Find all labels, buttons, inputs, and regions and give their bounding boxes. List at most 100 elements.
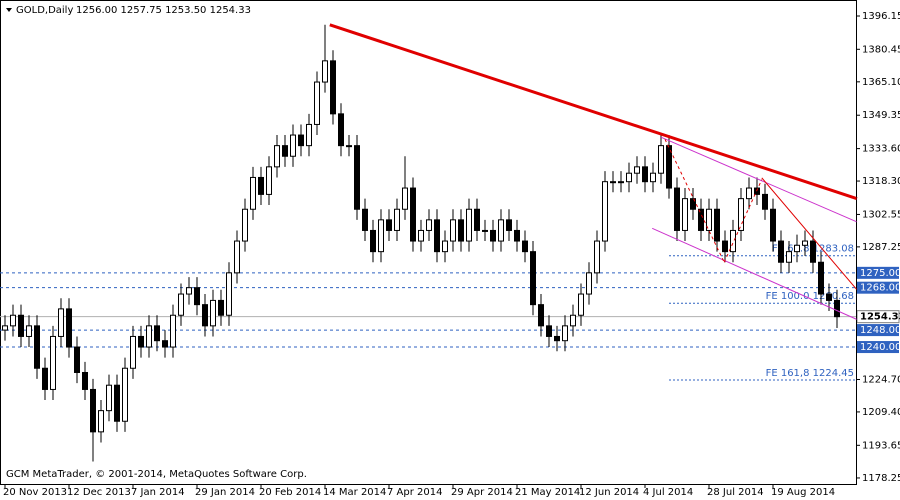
candle-body (466, 208, 472, 242)
candle-body (34, 325, 40, 369)
candle-body (642, 166, 648, 183)
candle-body (762, 193, 768, 210)
candle-body (658, 145, 664, 174)
trendline (329, 23, 858, 201)
candle-body (554, 335, 560, 342)
candle-body (186, 287, 192, 295)
candle-body (418, 229, 424, 242)
candle-body (42, 367, 48, 390)
candle-body (698, 208, 704, 231)
candle-body (330, 60, 336, 115)
candle-body (458, 219, 464, 242)
candle-body (546, 325, 552, 337)
y-tick-label: 1193.65 (862, 440, 900, 451)
candle-body (274, 145, 280, 168)
candle-body (818, 261, 824, 295)
candle-body (50, 335, 56, 390)
y-tick-label: 1333.60 (862, 144, 900, 155)
candle-body (234, 240, 240, 274)
level-label: 1275.00 (860, 268, 900, 279)
candle-body (58, 308, 64, 337)
x-tick-label: 19 Aug 2014 (771, 487, 835, 498)
candle-body (394, 208, 400, 231)
candle-body (10, 314, 16, 327)
y-tick-label: 1349.35 (862, 110, 900, 121)
candle-body (674, 187, 680, 231)
chart-title: GOLD,Daily (16, 5, 73, 16)
y-tick-label: 1380.45 (862, 44, 900, 55)
fibo-label: FE 161,8 1224.45 (766, 368, 854, 379)
y-tick-label: 1365.10 (862, 77, 900, 88)
x-tick-label: 20 Feb 2014 (259, 487, 321, 498)
candle-body (74, 346, 80, 373)
footer: GCM MetaTrader, © 2001-2014, MetaQuotes … (6, 469, 307, 480)
x-tick-label: 20 Nov 2013 (3, 487, 67, 498)
x-tick-label: 29 Jan 2014 (195, 487, 255, 498)
trendline (664, 139, 725, 263)
level-box (857, 266, 899, 279)
candle-body (738, 198, 744, 231)
candle-body (610, 181, 616, 184)
candle-body (162, 340, 168, 348)
candle-body (530, 251, 536, 306)
y-tick-label: 1209.40 (862, 407, 900, 418)
candle-body (26, 325, 32, 337)
candle-body (634, 166, 640, 174)
candle-body (474, 208, 480, 231)
x-tick-label: 28 Jul 2014 (707, 487, 764, 498)
level-label: 1248.00 (860, 325, 900, 336)
candle-body (682, 198, 688, 231)
x-tick-label: 14 Mar 2014 (323, 487, 386, 498)
candle-body (354, 145, 360, 210)
candle-body (586, 272, 592, 295)
candle-body (450, 219, 456, 242)
candle-body (346, 145, 352, 148)
candle-body (618, 181, 624, 184)
candle-body (506, 219, 512, 231)
candle-body (690, 198, 696, 210)
candle-body (266, 166, 272, 195)
level-label: 1268.00 (860, 283, 900, 294)
candle-body (746, 187, 752, 200)
candle-body (650, 172, 656, 183)
x-tick-label: 12 Jun 2014 (579, 487, 639, 498)
candle-body (402, 187, 408, 210)
fibo-label: FE 100.0 1260.68 (766, 291, 854, 302)
candle-body (386, 219, 392, 231)
candle-body (98, 410, 104, 433)
y-tick-label: 1302.55 (862, 209, 900, 220)
current-price-label: 1254.33 (860, 312, 900, 323)
candle-body (242, 208, 248, 242)
trendline (761, 177, 858, 291)
candle-body (90, 388, 96, 433)
candle-body (298, 134, 304, 147)
candle-body (218, 299, 224, 316)
candle-body (570, 314, 576, 327)
candle-body (66, 308, 72, 348)
candle-body (258, 176, 264, 195)
trendline (660, 136, 858, 223)
candle-body (426, 219, 432, 231)
candle-body (282, 145, 288, 157)
candle-body (250, 176, 256, 210)
candle-body (210, 299, 216, 327)
candle-body (106, 384, 112, 412)
x-tick-label: 7 Apr 2014 (387, 487, 442, 498)
trendline (651, 227, 858, 320)
candle-body (778, 240, 784, 263)
axis-cover (856, 0, 857, 484)
candle-body (410, 187, 416, 242)
candle-body (794, 244, 800, 253)
candle-body (290, 134, 296, 157)
y-tick-label: 1224.70 (862, 374, 900, 385)
candle-body (722, 240, 728, 253)
x-tick-label: 21 May 2014 (515, 487, 580, 498)
candle-body (490, 229, 496, 242)
candle-body (146, 325, 152, 348)
candle-body (82, 371, 88, 390)
candle-body (202, 304, 208, 327)
candle-body (522, 240, 528, 253)
x-tick-label: 7 Jan 2014 (131, 487, 185, 498)
